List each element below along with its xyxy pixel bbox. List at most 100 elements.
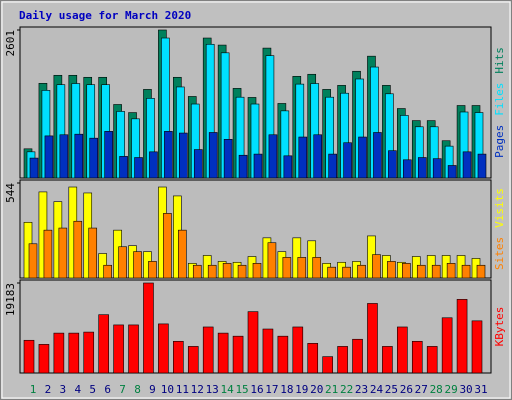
bar: [252, 263, 262, 279]
bar: [238, 154, 248, 179]
chart-title: Daily usage for March 2020: [19, 9, 191, 22]
bar: [217, 332, 229, 374]
bar: [358, 136, 367, 179]
legend-entry: Sites: [493, 237, 506, 270]
bar: [118, 246, 127, 279]
bar: [104, 131, 113, 179]
bar: [328, 153, 337, 179]
bar: [202, 326, 214, 374]
x-tick-label: 31: [474, 383, 487, 396]
x-tick-label: 5: [89, 383, 96, 396]
bar: [411, 340, 423, 374]
bar: [312, 257, 322, 279]
bar: [367, 303, 378, 374]
bar: [307, 343, 319, 374]
bar: [283, 155, 293, 179]
x-tick-label: 15: [235, 383, 248, 396]
bar: [267, 242, 277, 279]
x-tick-label: 17: [265, 383, 278, 396]
x-tick-label: 23: [355, 383, 368, 396]
bar: [158, 323, 169, 374]
bar: [148, 261, 157, 279]
bar: [43, 229, 53, 279]
bar: [461, 264, 471, 279]
bar: [262, 328, 274, 374]
bar: [113, 324, 124, 374]
bar: [462, 151, 472, 179]
legend-entry: Pages: [493, 125, 506, 158]
x-tick-label: 30: [459, 383, 472, 396]
y-tick-label: 19183: [4, 283, 17, 316]
bar: [128, 324, 139, 374]
bar: [134, 157, 143, 179]
bar: [431, 264, 441, 279]
bar: [164, 131, 173, 179]
bar: [282, 257, 292, 279]
bar: [402, 263, 411, 279]
bar: [292, 326, 304, 374]
x-tick-label: 6: [104, 383, 111, 396]
bar: [44, 135, 54, 179]
x-tick-label: 28: [430, 383, 443, 396]
legend: Sites Visits: [493, 188, 506, 270]
x-tick-label: 2: [45, 383, 52, 396]
legend-entry: KBytes: [493, 307, 506, 347]
bar: [223, 139, 233, 179]
bar: [403, 159, 412, 179]
bar: [73, 220, 83, 279]
legend: Pages Files Hits: [493, 47, 506, 158]
bar: [373, 132, 382, 179]
bar: [173, 340, 184, 374]
bar: [382, 346, 393, 374]
bar: [83, 331, 95, 374]
y-tick-label: 544: [4, 183, 17, 203]
x-tick-label: 10: [161, 383, 174, 396]
legend-entry: Visits: [493, 188, 506, 228]
bar: [222, 263, 232, 279]
bar: [163, 213, 172, 279]
bar: [237, 264, 247, 279]
bar: [352, 338, 363, 374]
x-tick-label: 14: [221, 383, 235, 396]
bar: [416, 264, 426, 279]
bar: [38, 344, 50, 374]
bar: [28, 243, 38, 279]
bar: [426, 346, 438, 374]
bar: [192, 264, 202, 279]
x-tick-label: 3: [60, 383, 67, 396]
bar: [277, 335, 289, 374]
bar: [232, 335, 244, 374]
bar: [397, 326, 408, 374]
bar: [193, 149, 203, 179]
x-tick-label: 12: [191, 383, 204, 396]
bar: [98, 314, 109, 374]
bar: [476, 264, 486, 279]
bar: [103, 264, 112, 279]
bar: [208, 132, 218, 179]
x-tick-label: 29: [445, 383, 458, 396]
bar: [327, 266, 336, 279]
bar: [342, 266, 351, 279]
x-tick-label: 16: [250, 383, 263, 396]
x-tick-label: 20: [310, 383, 323, 396]
bar: [59, 134, 69, 179]
bar: [23, 339, 35, 374]
bar: [58, 227, 68, 279]
bar: [88, 227, 98, 279]
x-tick-label: 25: [385, 383, 398, 396]
bar: [298, 136, 308, 179]
bar: [68, 332, 80, 374]
x-tick-label: 24: [370, 383, 384, 396]
bar: [133, 251, 142, 279]
legend-entry: Hits: [493, 47, 506, 74]
x-tick-label: 21: [325, 383, 338, 396]
bar: [441, 317, 453, 374]
bar: [149, 151, 158, 179]
x-tick-label: 19: [295, 383, 308, 396]
x-tick-label: 27: [415, 383, 428, 396]
bar: [387, 261, 396, 279]
bar: [89, 137, 99, 179]
bar: [417, 157, 427, 179]
legend: KBytes: [493, 307, 506, 347]
